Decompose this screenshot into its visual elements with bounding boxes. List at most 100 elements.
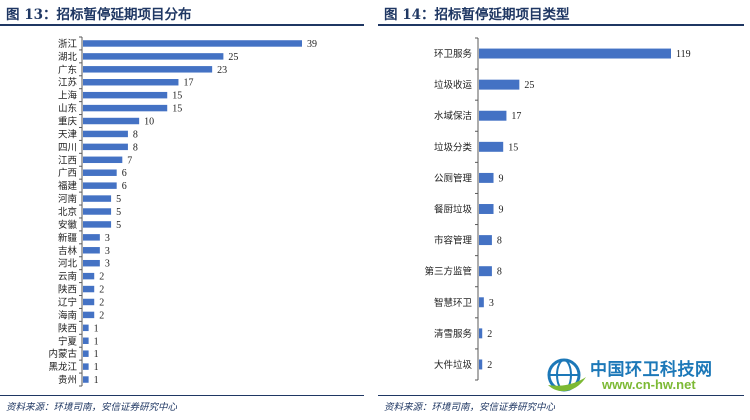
bar [83, 79, 179, 86]
category-label: 贵州 [58, 374, 77, 386]
bar [83, 66, 213, 73]
watermark-site-name: 中国环卫科技网 [590, 360, 713, 380]
category-label: 浙江 [58, 38, 78, 50]
data-label: 8 [133, 129, 138, 140]
data-label: 25 [228, 52, 238, 63]
category-label: 宁夏 [58, 335, 78, 347]
bar [83, 182, 117, 189]
data-label: 9 [499, 173, 504, 184]
bar [479, 266, 492, 277]
data-label: 9 [499, 205, 504, 216]
category-label: 北京 [58, 206, 77, 218]
bar [83, 40, 302, 47]
left-title-rule [0, 24, 364, 26]
category-label: 江西 [58, 155, 77, 166]
category-label: 市容管理 [434, 235, 473, 247]
data-label: 10 [144, 117, 154, 128]
data-label: 8 [133, 142, 138, 153]
category-label: 垃圾收运 [434, 79, 473, 91]
data-label: 15 [172, 104, 182, 115]
left-chart-panel: 图 13：招标暂停延期项目分布 浙江 39 湖北 25 广东 23 江苏 17 上海 15 山东 15… [0, 0, 370, 420]
category-label: 上海 [58, 90, 78, 102]
category-label: 天津 [58, 129, 78, 140]
bar [83, 350, 89, 357]
data-label: 8 [497, 236, 502, 247]
bar [83, 363, 89, 370]
right-source-note: 资料来源：环境司南，安信证券研究中心 [384, 402, 556, 413]
bar [83, 259, 100, 267]
bar [83, 298, 95, 306]
category-label: 智慧环卫 [434, 297, 473, 309]
left-chart-title: 图 13：招标暂停延期项目分布 [6, 7, 192, 23]
right-chart-panel: 图 14：招标暂停延期项目类型 环卫服务 119 垃圾收运 25 水域保洁 17 垃圾分类 1… [378, 0, 750, 420]
category-label: 公厕管理 [434, 172, 473, 184]
bar [83, 285, 95, 293]
category-label: 内蒙古 [48, 348, 77, 360]
right-title-rule [378, 24, 744, 26]
category-label: 环卫服务 [434, 48, 473, 60]
data-label: 2 [487, 360, 492, 371]
data-label: 6 [122, 181, 127, 192]
data-label: 6 [122, 168, 127, 179]
data-label: 1 [94, 323, 99, 334]
data-label: 39 [307, 39, 317, 50]
bar [83, 104, 168, 112]
bar [83, 272, 95, 280]
site-watermark: 中国环卫科技网 www.cn-hw.net [542, 355, 747, 395]
category-label: 安徽 [58, 219, 78, 231]
bar [479, 235, 492, 246]
bar [83, 169, 117, 176]
category-label: 广东 [58, 64, 77, 76]
data-label: 17 [511, 111, 521, 122]
bar [83, 337, 89, 344]
bar [83, 247, 100, 254]
data-label: 3 [489, 298, 494, 309]
data-label: 5 [116, 194, 121, 205]
category-label: 水域保洁 [434, 110, 472, 122]
bar [83, 117, 140, 125]
category-label: 清雪服务 [434, 328, 473, 340]
bar [479, 204, 494, 214]
left-source-rule [0, 395, 364, 396]
watermark-url: www.cn-hw.net [602, 377, 696, 392]
category-label: 山东 [58, 103, 77, 115]
category-label: 河北 [58, 258, 78, 270]
bar [479, 172, 494, 183]
data-label: 1 [94, 336, 99, 347]
bar [479, 48, 671, 59]
category-label: 吉林 [58, 245, 78, 257]
category-label: 陕西 [58, 284, 77, 296]
data-label: 2 [99, 272, 104, 283]
data-label: 7 [127, 155, 132, 166]
data-label: 25 [524, 80, 534, 91]
category-label: 湖北 [58, 52, 78, 63]
category-label: 云南 [58, 271, 77, 283]
category-label: 河南 [58, 193, 77, 205]
category-label: 垃圾分类 [434, 141, 473, 153]
data-label: 1 [94, 362, 99, 373]
data-label: 23 [217, 65, 227, 76]
data-label: 3 [105, 233, 110, 244]
bar [479, 79, 520, 90]
bar [83, 53, 224, 60]
right-bar-chart: 环卫服务 119 垃圾收运 25 水域保洁 17 垃圾分类 15 公厕管理 9 餐厨垃圾 9 市容管理 8… [424, 37, 691, 381]
category-label: 第三方监管 [424, 266, 472, 278]
data-label: 1 [94, 375, 99, 386]
bar [83, 208, 112, 215]
category-label: 餐厨垃圾 [434, 204, 473, 216]
globe-leaf-icon [547, 358, 586, 392]
bar [83, 221, 112, 228]
data-label: 2 [99, 310, 104, 321]
bar [83, 376, 89, 383]
data-label: 17 [183, 78, 193, 89]
category-label: 江苏 [58, 77, 78, 89]
data-label: 1 [94, 349, 99, 360]
data-label: 3 [105, 246, 110, 257]
data-label: 2 [99, 285, 104, 296]
category-label: 黑龙江 [48, 361, 77, 373]
bar [83, 195, 112, 202]
bar [83, 234, 100, 241]
bar [479, 110, 507, 121]
data-label: 119 [676, 49, 691, 60]
bar [479, 141, 504, 152]
